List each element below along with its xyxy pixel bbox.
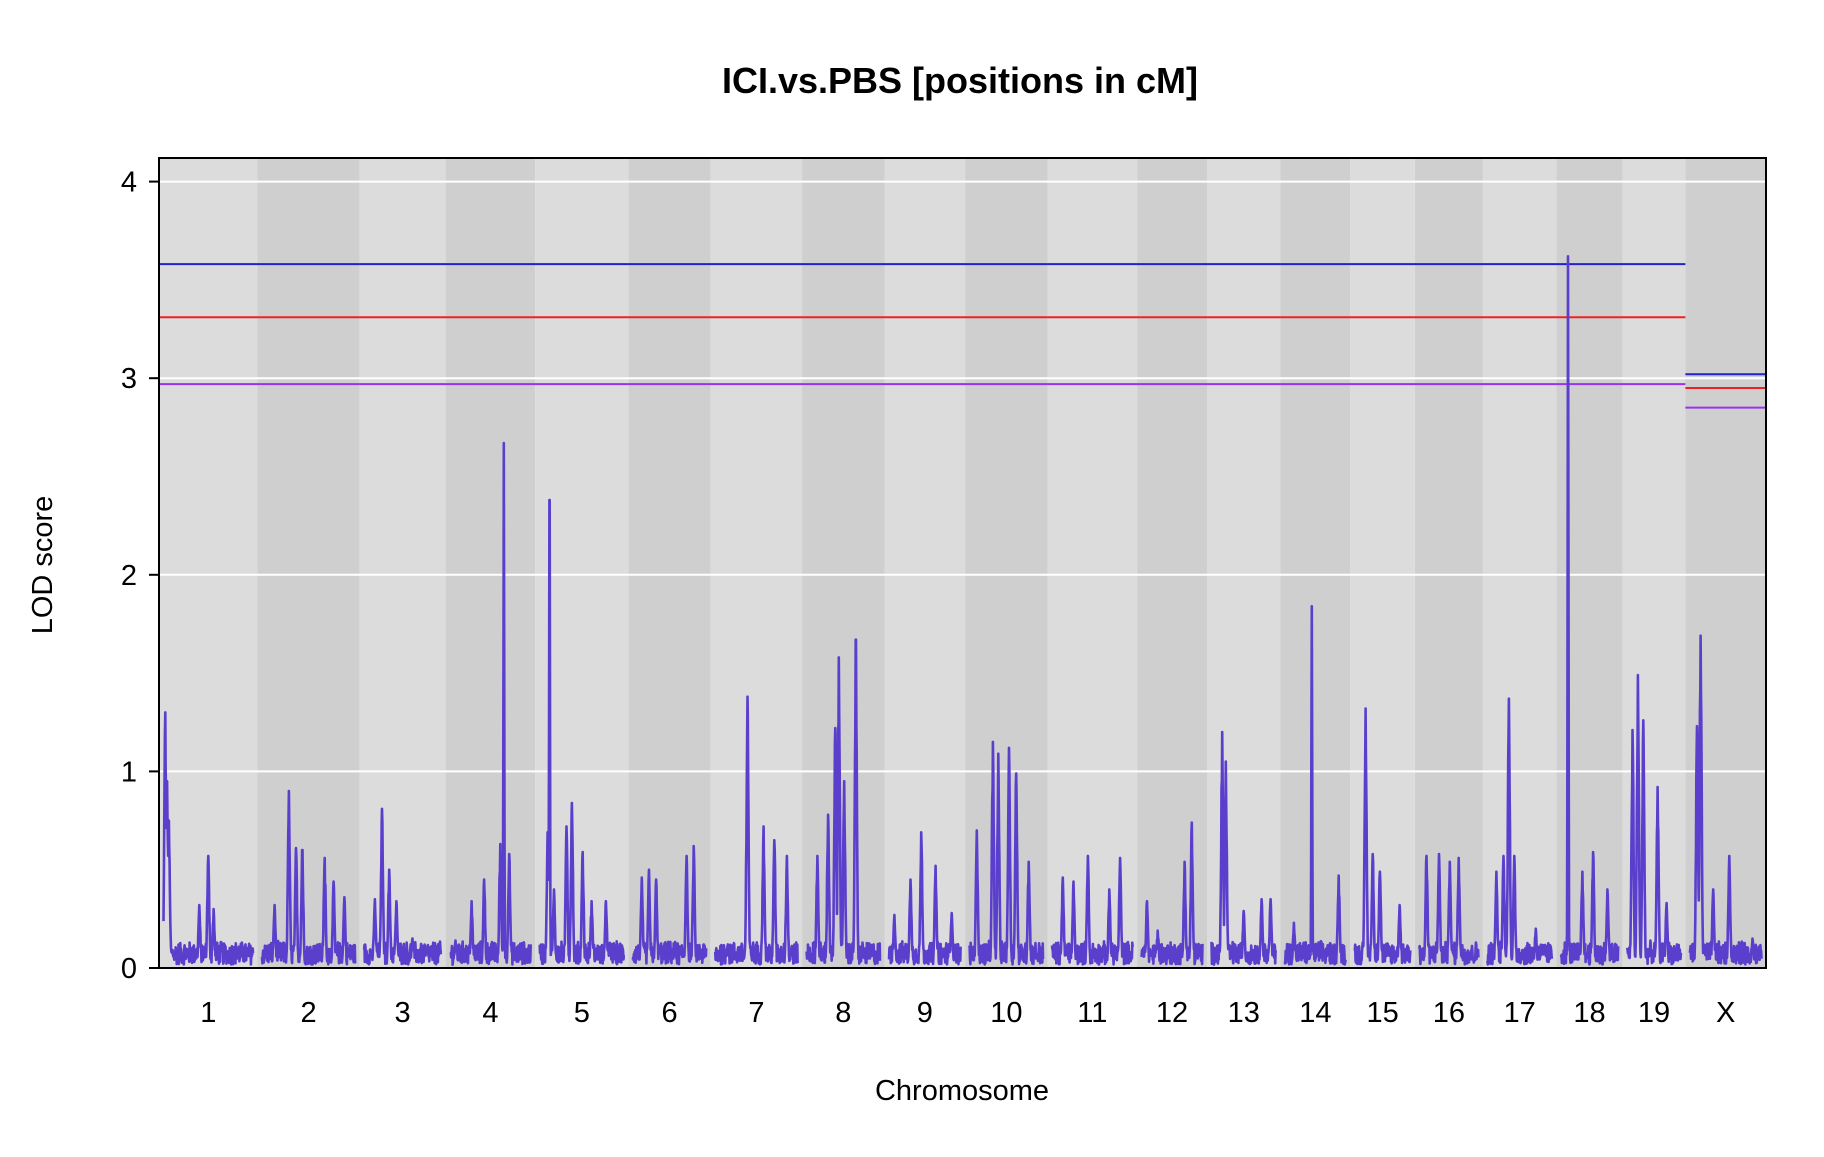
x-tick-label-chr-17: 17: [1504, 997, 1536, 1029]
x-axis-ticks: 1 2 3 4 5 6 7 8 9 10 11 12 13 14 15 16 17 18 19 X: [200, 997, 1735, 1029]
chromosome-bands: [159, 158, 1766, 968]
chromosome-band-16: [1414, 158, 1483, 968]
chromosome-band-6: [628, 158, 711, 968]
y-tick-label-0: 0: [121, 953, 137, 985]
x-tick-label-chr-13: 13: [1228, 997, 1260, 1029]
lod-curve-chr-12: [1140, 821, 1204, 966]
chromosome-band-17: [1482, 158, 1557, 968]
x-tick-label-chr-10: 10: [990, 997, 1022, 1029]
lod-curve-chr-15: [1353, 707, 1412, 966]
lod-curve-chr-14: [1283, 604, 1347, 966]
chromosome-band-1: [159, 158, 258, 968]
x-tick-label-chr-9: 9: [917, 997, 933, 1029]
chromosome-band-14: [1280, 158, 1351, 968]
chromosome-band-7: [710, 158, 803, 968]
lod-curve-chr-1: [162, 711, 255, 966]
chromosome-band-10: [965, 158, 1048, 968]
x-tick-label-chr-3: 3: [395, 997, 411, 1029]
y-axis-ticks: 0 1 2 3 4: [121, 167, 159, 985]
chromosome-band-12: [1137, 158, 1207, 968]
chromosome-band-13: [1206, 158, 1281, 968]
chart-title: ICI.vs.PBS [positions in cM]: [722, 60, 1198, 101]
x-tick-label-chr-1: 1: [200, 997, 216, 1029]
chromosome-band-3: [359, 158, 446, 968]
lod-curves: [162, 254, 1763, 967]
x-tick-label-chr-15: 15: [1366, 997, 1398, 1029]
x-tick-label-chr-14: 14: [1299, 997, 1331, 1029]
x-tick-label-chr-12: 12: [1156, 997, 1188, 1029]
plot-frame: [158, 157, 1767, 969]
x-tick-label-chr-4: 4: [482, 997, 498, 1029]
x-tick-label-chr-8: 8: [835, 997, 851, 1029]
y-tick-label-3: 3: [121, 363, 137, 395]
lod-curve-chr-11: [1050, 854, 1134, 966]
lod-curve-chr-17: [1486, 697, 1554, 966]
lod-curve-chr-18: [1559, 254, 1620, 966]
lod-curve-chr-3: [362, 807, 443, 966]
chromosome-band-15: [1350, 158, 1415, 968]
x-tick-label-chr-19: 19: [1638, 997, 1670, 1029]
y-tick-label-1: 1: [121, 756, 137, 788]
x-tick-label-chr-18: 18: [1573, 997, 1605, 1029]
y-axis-label: LOD score: [27, 496, 59, 635]
chromosome-band-2: [257, 158, 360, 968]
x-tick-label-chr-6: 6: [661, 997, 677, 1029]
x-tick-label-chr-7: 7: [748, 997, 764, 1029]
lod-curve-chr-7: [713, 695, 799, 966]
x-tick-label-chr-5: 5: [574, 997, 590, 1029]
x-tick-label-chr-16: 16: [1433, 997, 1465, 1029]
chromosome-band-9: [884, 158, 966, 968]
lod-curve-chr-6: [631, 844, 708, 966]
chromosome-band-4: [445, 158, 536, 968]
y-tick-label-4: 4: [121, 167, 137, 199]
lod-curve-chr-X: [1688, 634, 1763, 966]
lod-curve-chr-9: [887, 830, 962, 966]
x-tick-label-chr-2: 2: [301, 997, 317, 1029]
lod-curve-chr-13: [1210, 730, 1278, 966]
lod-curve-chr-8: [805, 638, 882, 966]
gridlines: [159, 180, 1766, 773]
lod-curve-chr-4: [449, 441, 532, 967]
x-tick-label-chr-11: 11: [1077, 997, 1107, 1029]
lod-curve-chr-16: [1418, 852, 1480, 966]
lod-curve-chr-5: [538, 498, 626, 966]
y-tick-label-2: 2: [121, 560, 137, 592]
x-axis-label: Chromosome: [875, 1075, 1049, 1107]
chromosome-band-11: [1047, 158, 1138, 968]
threshold-lines: [159, 263, 1766, 409]
x-tick-label-chr-X: X: [1716, 997, 1735, 1029]
lod-curve-chr-19: [1625, 673, 1683, 966]
lod-curve-chr-2: [260, 789, 357, 966]
lod-curve-chr-10: [968, 740, 1045, 966]
